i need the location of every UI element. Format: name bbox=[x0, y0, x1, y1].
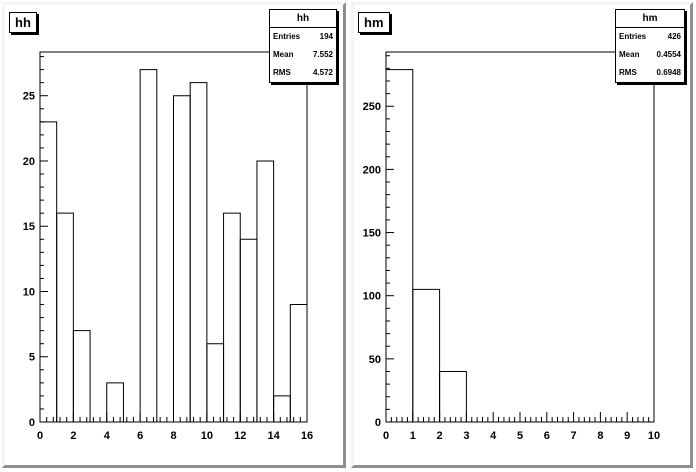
x-tick-label: 4 bbox=[104, 430, 111, 442]
histogram-bin bbox=[39, 121, 58, 422]
y-tick-label: 0 bbox=[29, 417, 35, 429]
histogram-bin bbox=[223, 212, 241, 422]
x-tick-label: 2 bbox=[70, 430, 76, 442]
y-tick-label: 150 bbox=[363, 228, 381, 240]
histogram-pad-hm: 0 1 2 3 4 5 6 7 8 9 10 0 50 100 150 200 250 hm hm Entrie… bbox=[351, 2, 693, 468]
histogram-plot-hh: 0 2 4 6 8 10 12 14 16 0 5 10 15 20 25 bbox=[23, 51, 313, 442]
histogram-bin bbox=[72, 330, 91, 422]
y-tick-label: 250 bbox=[363, 101, 381, 113]
y-tick-label: 15 bbox=[23, 221, 35, 233]
histogram-bin bbox=[239, 238, 258, 422]
stats-name: hm bbox=[616, 10, 684, 28]
histogram-bin bbox=[256, 160, 275, 422]
x-tick-label: 0 bbox=[383, 430, 389, 442]
stats-row-mean: Mean 0.4554 bbox=[619, 50, 681, 59]
stats-row-entries: Entries 426 bbox=[619, 32, 681, 41]
histogram-bin bbox=[56, 212, 74, 422]
x-tick-label: 12 bbox=[234, 430, 246, 442]
histogram-bin bbox=[439, 370, 467, 422]
x-tick-label: 16 bbox=[301, 430, 313, 442]
y-tick-label: 10 bbox=[23, 286, 35, 298]
x-tick-label: 9 bbox=[624, 430, 630, 442]
x-tick-label: 2 bbox=[437, 430, 443, 442]
y-tick-label: 200 bbox=[363, 164, 381, 176]
x-tick-label: 0 bbox=[37, 430, 43, 442]
stats-row-mean: Mean 7.552 bbox=[273, 50, 333, 59]
y-tick-label: 50 bbox=[369, 354, 381, 366]
histogram-bin bbox=[273, 395, 291, 422]
stats-name: hh bbox=[270, 10, 336, 28]
x-tick-label: 6 bbox=[137, 430, 143, 442]
y-tick-label: 25 bbox=[23, 91, 35, 103]
x-tick-label: 10 bbox=[648, 430, 660, 442]
histogram-bin bbox=[139, 69, 158, 422]
histogram-bin bbox=[189, 82, 208, 422]
histogram-title: hm bbox=[358, 12, 390, 33]
histogram-bin bbox=[385, 69, 414, 422]
histogram-title: hh bbox=[9, 12, 37, 33]
histogram-bin bbox=[289, 304, 308, 422]
stats-box: hm Entries 426 Mean 0.4554 RMS 0.6948 bbox=[615, 9, 685, 83]
x-tick-label: 5 bbox=[517, 430, 523, 442]
x-tick-label: 10 bbox=[201, 430, 213, 442]
stats-row-rms: RMS 0.6948 bbox=[619, 68, 681, 77]
stats-row-entries: Entries 194 bbox=[273, 32, 333, 41]
histogram-bin bbox=[412, 288, 441, 422]
stats-row-rms: RMS 4.572 bbox=[273, 68, 333, 77]
x-tick-label: 7 bbox=[571, 430, 577, 442]
histogram-bin bbox=[206, 343, 225, 422]
x-tick-label: 1 bbox=[410, 430, 416, 442]
x-tick-label: 14 bbox=[268, 430, 281, 442]
stats-box: hh Entries 194 Mean 7.552 RMS 4.572 bbox=[269, 9, 337, 83]
plot-frame bbox=[385, 51, 655, 423]
y-tick-label: 0 bbox=[375, 417, 381, 429]
histogram-bin bbox=[173, 95, 191, 422]
x-tick-label: 3 bbox=[463, 430, 469, 442]
x-tick-label: 4 bbox=[490, 430, 497, 442]
histogram-pad-hh: 0 2 4 6 8 10 12 14 16 0 5 10 15 20 25 hh hh Entries 194… bbox=[2, 2, 346, 468]
y-tick-label: 20 bbox=[23, 156, 35, 168]
y-tick-label: 5 bbox=[29, 352, 35, 364]
y-tick-label: 100 bbox=[363, 291, 381, 303]
x-tick-label: 8 bbox=[597, 430, 603, 442]
histogram-bin bbox=[106, 382, 124, 422]
x-tick-label: 6 bbox=[544, 430, 550, 442]
x-tick-label: 8 bbox=[170, 430, 176, 442]
